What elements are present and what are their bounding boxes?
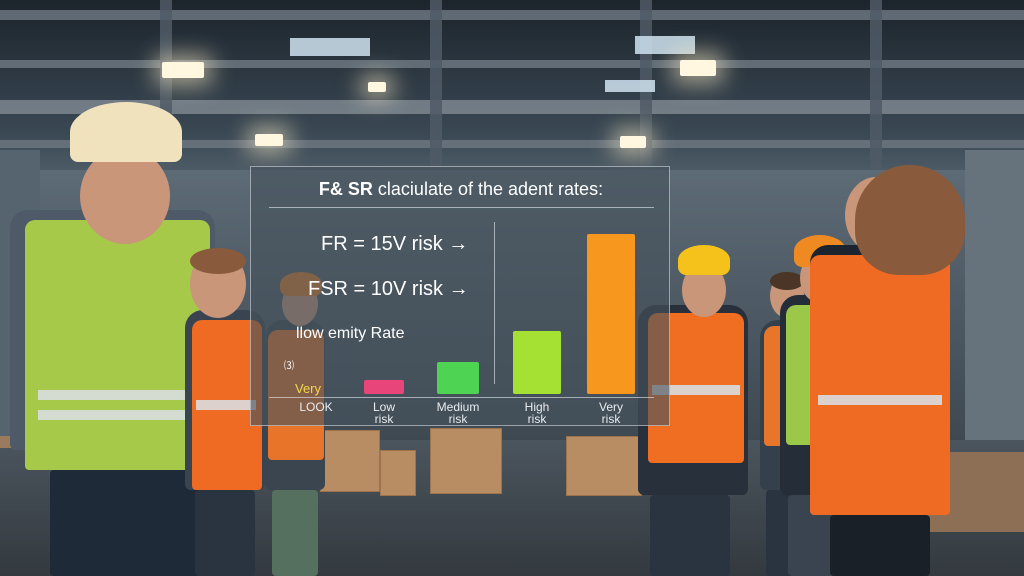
cardboard-box xyxy=(380,450,416,496)
fr-formula: FR = 15V risk → xyxy=(321,233,469,255)
ceiling-light xyxy=(162,62,204,78)
ceiling-beam xyxy=(0,60,1024,68)
bar-1 xyxy=(364,380,404,394)
category-label-line: risk xyxy=(601,412,621,426)
ceiling-beam xyxy=(0,100,1024,114)
category-label-line: risk xyxy=(448,412,468,426)
ceiling-light xyxy=(368,82,386,92)
ceiling-column xyxy=(870,0,882,190)
ceiling-light xyxy=(620,136,646,148)
severity-rate-label: llow emity Rate xyxy=(296,325,405,342)
panel-title: F& SR claciulate of the adent rates: xyxy=(318,179,604,199)
category-label-line: risk xyxy=(527,412,547,426)
cardboard-box xyxy=(430,428,502,494)
category-label-line: LOOK xyxy=(299,400,333,414)
category-label-line: Medium xyxy=(436,400,480,414)
bar-4 xyxy=(587,234,635,394)
cardboard-box xyxy=(566,436,642,496)
category-label: Low risk xyxy=(354,401,414,425)
ceiling-column xyxy=(640,0,652,190)
category-label: LOOK xyxy=(286,401,346,413)
worker-green-vest xyxy=(10,100,220,576)
category-label: Very risk xyxy=(581,401,641,425)
skylight xyxy=(635,36,695,54)
category-label-line: High xyxy=(524,400,550,414)
ceiling-light xyxy=(680,60,716,76)
category-label: High risk xyxy=(507,401,567,425)
category-label-line: Low xyxy=(372,400,395,414)
ceiling-light xyxy=(255,134,283,146)
skylight xyxy=(290,38,370,56)
worker-woman-orange-vest xyxy=(800,165,975,576)
risk-rate-overlay-panel: F& SR claciulate of the adent rates: FR … xyxy=(250,166,670,426)
skylight xyxy=(605,80,655,92)
small-marker: ⑶ xyxy=(284,361,294,372)
bar-3 xyxy=(513,331,561,394)
ceiling-beam xyxy=(0,140,1024,148)
category-label-line: Very xyxy=(598,400,623,414)
vertical-divider xyxy=(494,222,495,384)
cardboard-box xyxy=(320,430,380,492)
ceiling-beam xyxy=(0,10,1024,20)
bar-2 xyxy=(437,362,479,394)
category-label: Medium risk xyxy=(428,401,488,425)
fsr-formula: FSR = 10V risk → xyxy=(308,278,469,300)
category-label-line: risk xyxy=(374,412,394,426)
title-divider xyxy=(269,207,654,208)
ceiling-column xyxy=(430,0,442,190)
very-label: Very xyxy=(295,381,322,396)
chart-baseline xyxy=(269,397,654,398)
wall-column xyxy=(965,150,1024,450)
